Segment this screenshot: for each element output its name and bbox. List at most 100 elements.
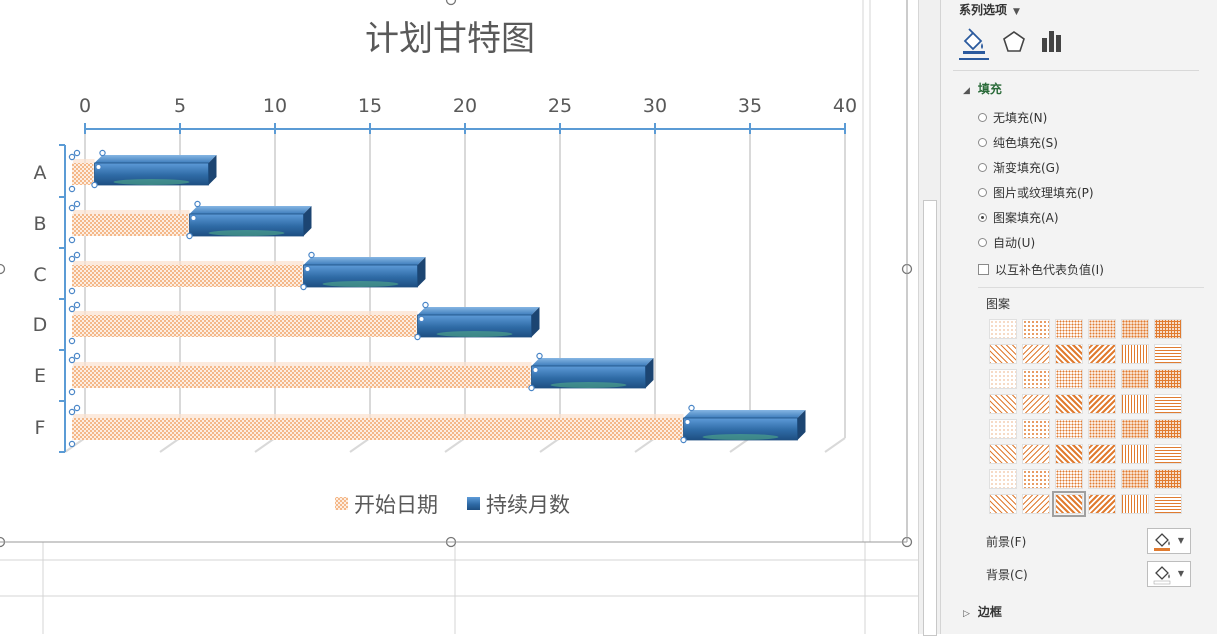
start-date-bar[interactable] [72, 418, 683, 440]
pattern-swatch[interactable] [1121, 369, 1149, 389]
pattern-swatch[interactable] [1055, 469, 1083, 489]
pattern-swatch[interactable] [1088, 369, 1116, 389]
pattern-swatch[interactable] [1154, 494, 1182, 514]
selection-handle[interactable] [304, 265, 311, 273]
pattern-swatch[interactable] [1121, 444, 1149, 464]
pattern-swatch[interactable] [1121, 419, 1149, 439]
pattern-swatch[interactable] [1022, 344, 1050, 364]
selection-handle[interactable] [68, 204, 76, 212]
radio-button[interactable] [978, 163, 987, 172]
pattern-swatch[interactable] [989, 419, 1017, 439]
selection-handle[interactable] [532, 366, 539, 374]
pattern-swatch[interactable] [1022, 394, 1050, 414]
selection-handle[interactable] [680, 436, 687, 444]
selection-handle[interactable] [536, 352, 543, 360]
radio-button[interactable] [978, 238, 987, 247]
selection-handle[interactable] [684, 418, 691, 426]
pattern-swatch[interactable] [1154, 369, 1182, 389]
pattern-swatch[interactable] [989, 344, 1017, 364]
selection-handle[interactable] [68, 356, 76, 364]
pattern-swatch[interactable] [1022, 369, 1050, 389]
pattern-swatch[interactable] [1088, 419, 1116, 439]
pattern-swatch[interactable] [989, 494, 1017, 514]
pattern-swatch[interactable] [989, 444, 1017, 464]
radio-button[interactable] [978, 138, 987, 147]
pattern-swatch[interactable] [1088, 444, 1116, 464]
selection-handle[interactable] [68, 408, 76, 416]
selection-handle[interactable] [418, 315, 425, 323]
pattern-swatch[interactable] [1055, 344, 1083, 364]
background-color-button[interactable]: ▼ [1147, 561, 1191, 587]
selection-handle[interactable] [68, 185, 76, 193]
selection-handle[interactable] [95, 163, 102, 171]
start-date-bar[interactable] [72, 163, 94, 185]
vertical-scrollbar[interactable] [918, 0, 940, 636]
gantt-chart[interactable]: 计划甘特图 0 5 10 15 20 25 30 35 40 A B C D E F 开始日期 持续月数 [0, 0, 918, 560]
selection-handle[interactable] [73, 352, 81, 360]
selection-handle[interactable] [73, 404, 81, 412]
selection-handle[interactable] [68, 305, 76, 313]
radio-button[interactable] [978, 113, 987, 122]
pattern-swatch[interactable] [1022, 469, 1050, 489]
pattern-swatch[interactable] [1154, 444, 1182, 464]
pattern-swatch[interactable] [1121, 494, 1149, 514]
pattern-swatch[interactable] [1055, 394, 1083, 414]
automatic-option[interactable]: 自动(U) [978, 235, 1035, 251]
pattern-swatch[interactable] [1088, 494, 1116, 514]
start-date-bar[interactable] [72, 214, 189, 236]
solid-fill-option[interactable]: 纯色填充(S) [978, 135, 1058, 151]
scrollbar-thumb[interactable] [923, 200, 937, 636]
pattern-swatch[interactable] [1154, 319, 1182, 339]
selection-handle[interactable] [73, 251, 81, 259]
selection-handle[interactable] [68, 287, 76, 295]
radio-button[interactable] [978, 188, 987, 197]
resize-handle[interactable] [445, 0, 457, 6]
selection-handle[interactable] [190, 214, 197, 222]
pattern-swatch[interactable] [1121, 319, 1149, 339]
no-fill-option[interactable]: 无填充(N) [978, 110, 1047, 126]
selection-handle[interactable] [73, 200, 81, 208]
pattern-swatch[interactable] [989, 394, 1017, 414]
pattern-swatch[interactable] [989, 469, 1017, 489]
pattern-swatch[interactable] [989, 319, 1017, 339]
selection-handle[interactable] [528, 384, 535, 392]
chart-object[interactable]: 计划甘特图 0 5 10 15 20 25 30 35 40 A B C D E F 开始日期 持续月数 [0, 0, 913, 548]
pattern-swatch[interactable] [1022, 319, 1050, 339]
picture-texture-fill-option[interactable]: 图片或纹理填充(P) [978, 185, 1094, 201]
effects-pentagon-icon[interactable] [999, 28, 1029, 58]
checkbox[interactable] [978, 264, 989, 275]
pattern-swatch[interactable] [1121, 344, 1149, 364]
pattern-swatch[interactable] [989, 369, 1017, 389]
start-date-bar[interactable] [72, 366, 531, 388]
selection-handle[interactable] [68, 337, 76, 345]
pattern-swatch[interactable] [1052, 491, 1086, 517]
selection-handle[interactable] [73, 149, 81, 157]
legend-entry[interactable]: 开始日期 [354, 493, 438, 517]
pattern-fill-option[interactable]: 图案填充(A) [978, 210, 1059, 226]
selection-handle[interactable] [68, 255, 76, 263]
pattern-swatch[interactable] [1022, 444, 1050, 464]
pattern-swatch[interactable] [1088, 344, 1116, 364]
pattern-gallery[interactable] [989, 319, 1189, 519]
pattern-swatch[interactable] [1154, 344, 1182, 364]
selection-handle[interactable] [68, 153, 76, 161]
pattern-swatch[interactable] [1088, 319, 1116, 339]
pattern-swatch[interactable] [1055, 444, 1083, 464]
pattern-swatch[interactable] [1022, 494, 1050, 514]
pattern-swatch[interactable] [1022, 419, 1050, 439]
selection-handle[interactable] [688, 404, 695, 412]
legend-entry[interactable]: 持续月数 [486, 493, 570, 517]
pattern-swatch[interactable] [1121, 469, 1149, 489]
series-options-dropdown[interactable]: 系列选项 ▼ [959, 1, 1020, 18]
pattern-swatch[interactable] [1055, 319, 1083, 339]
start-date-bar[interactable] [72, 265, 303, 287]
start-date-bar[interactable] [72, 315, 417, 337]
selection-handle[interactable] [194, 200, 201, 208]
cell-grid[interactable] [0, 0, 918, 634]
fill-line-icon[interactable] [959, 28, 989, 60]
selection-handle[interactable] [68, 388, 76, 396]
invert-if-negative-option[interactable]: 以互补色代表负值(I) [978, 262, 1104, 278]
pattern-swatch[interactable] [1154, 419, 1182, 439]
pattern-swatch[interactable] [1154, 394, 1182, 414]
pattern-swatch[interactable] [1088, 394, 1116, 414]
